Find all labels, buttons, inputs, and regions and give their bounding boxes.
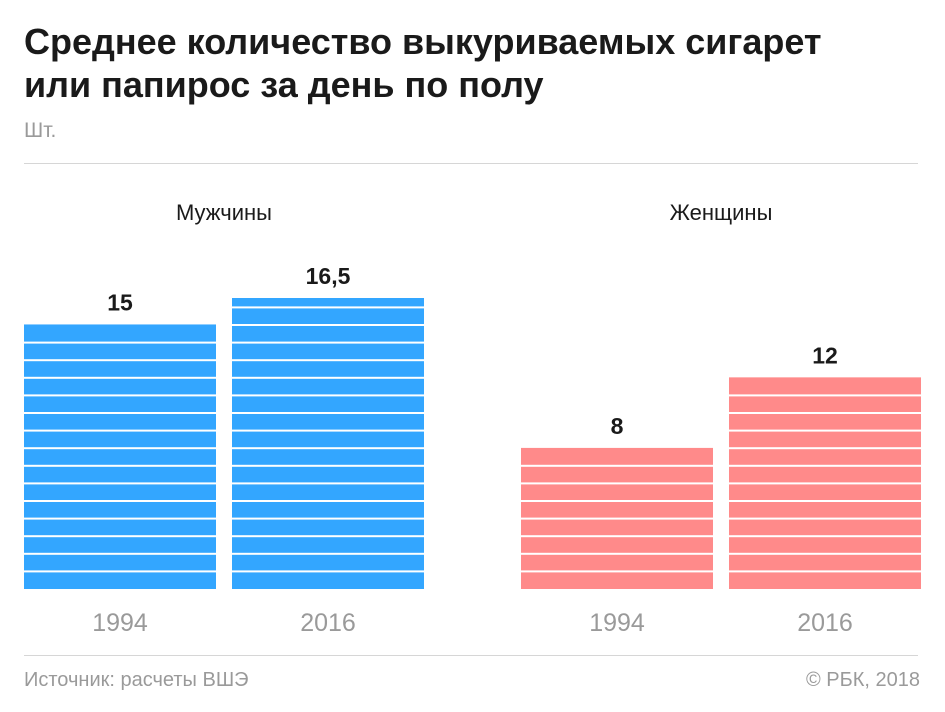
bar-stripe	[24, 429, 216, 432]
bar-stripe	[521, 517, 713, 520]
bar-stripe	[232, 570, 424, 573]
bar-stripe	[232, 464, 424, 467]
bar-stripe	[24, 552, 216, 555]
bar-men-2016	[232, 298, 424, 589]
bar-stripe	[729, 482, 921, 485]
bar-stripe	[232, 341, 424, 344]
bar-stripe	[24, 535, 216, 538]
bar-stripe	[729, 429, 921, 432]
bar-stripe	[24, 376, 216, 379]
bar-stripe	[729, 447, 921, 450]
bar-stripe	[729, 394, 921, 397]
bar-stripe	[232, 324, 424, 326]
bar-stripe	[232, 482, 424, 485]
value-label-women-1994: 8	[611, 413, 624, 439]
year-label-men-1994: 1994	[92, 609, 148, 637]
bar-stripe	[232, 376, 424, 379]
bar-stripe	[232, 306, 424, 309]
bar-stripe	[729, 412, 921, 414]
bar-stripe	[521, 535, 713, 538]
bar-stripe	[24, 464, 216, 467]
bar-stripe	[24, 570, 216, 573]
value-label-men-1994: 15	[107, 289, 133, 315]
bar-stripe	[232, 500, 424, 502]
bar-stripe	[521, 500, 713, 502]
bar-stripe	[232, 517, 424, 520]
chart-title: Среднее количество выкуриваемых сигарет …	[24, 20, 924, 106]
bar-stripe	[24, 359, 216, 362]
bar-men-1994	[24, 324, 216, 589]
bar-stripe	[521, 482, 713, 485]
bar-stripe	[729, 517, 921, 520]
year-label-men-2016: 2016	[300, 609, 356, 637]
bar-stripe	[232, 394, 424, 397]
bar-stripe	[232, 429, 424, 432]
bar-stripe	[729, 570, 921, 573]
value-label-women-2016: 12	[812, 342, 838, 368]
bar-stripe	[729, 552, 921, 555]
copyright-note: © РБК, 2018	[805, 669, 920, 691]
bar-stripe	[729, 464, 921, 467]
source-note: Источник: расчеты ВШЭ	[24, 669, 249, 691]
bar-stripe	[24, 500, 216, 502]
chart-unit-label: Шт.	[24, 119, 57, 142]
bar-stripe	[24, 517, 216, 520]
bar-stripe	[24, 341, 216, 344]
bar-stripe	[232, 359, 424, 362]
bar-stripe	[24, 482, 216, 485]
bar-stripe	[521, 464, 713, 467]
value-label-men-2016: 16,5	[306, 263, 351, 289]
group-label-men: Мужчины	[176, 200, 272, 225]
bar-stripe	[232, 447, 424, 450]
top-divider	[24, 163, 918, 164]
group-label-women: Женщины	[670, 200, 773, 225]
bar-stripe	[232, 535, 424, 538]
bottom-divider	[24, 655, 918, 656]
bar-stripe	[24, 394, 216, 397]
chart-title-line-1: Среднее количество выкуриваемых сигарет	[24, 21, 822, 62]
bar-stripe	[521, 552, 713, 555]
bar-stripe	[729, 535, 921, 538]
bar-stripe	[729, 500, 921, 502]
year-label-women-1994: 1994	[589, 609, 645, 637]
bar-stripe	[24, 447, 216, 450]
year-label-women-2016: 2016	[797, 609, 853, 637]
bar-stripe	[232, 552, 424, 555]
bar-stripe	[232, 412, 424, 414]
chart-title-line-2: или папирос за день по полу	[24, 64, 544, 105]
bar-stripe	[521, 570, 713, 573]
bar-stripe	[24, 412, 216, 414]
